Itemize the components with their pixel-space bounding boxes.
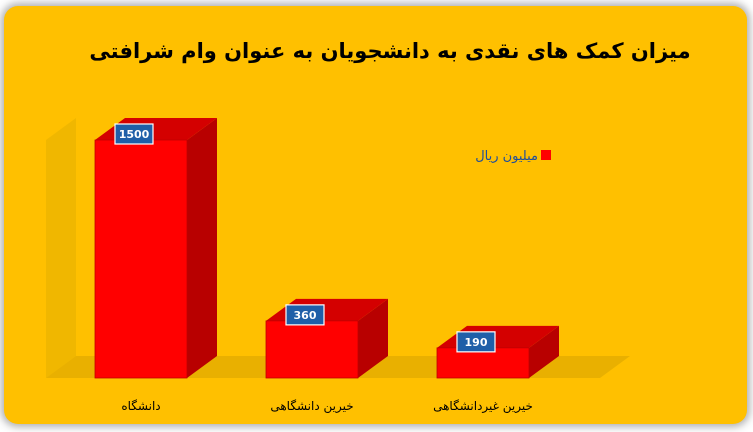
bar-front-face	[265, 320, 359, 379]
legend-label: میلیون ریال	[475, 149, 538, 164]
data-label-box	[285, 304, 325, 326]
data-label-box	[456, 331, 496, 353]
data-label-box	[114, 123, 154, 145]
data-label: 1500	[119, 128, 150, 141]
chart-title: میزان کمک های نقدی به دانشجویان به عنوان…	[89, 39, 690, 63]
bar-front-face	[436, 347, 530, 379]
category-label: خیرین دانشگاهی	[270, 399, 353, 414]
bar-side-face	[358, 298, 388, 378]
category-label: خیرین غیردانشگاهی	[433, 399, 533, 414]
bar-front-face	[94, 139, 188, 379]
data-label: 190	[465, 336, 488, 349]
bar-side-face	[187, 118, 217, 378]
legend: میلیون ریال	[475, 149, 551, 164]
data-label: 360	[294, 309, 317, 322]
category-label: دانشگاه	[121, 399, 160, 413]
bars-group	[94, 118, 559, 379]
bar-1	[94, 118, 217, 379]
category-labels-group: دانشگاه خیرین دانشگاهی خیرین غیردانشگاهی	[121, 399, 533, 414]
bar-2	[265, 298, 388, 379]
legend-swatch	[541, 150, 551, 160]
bar-side-face	[529, 325, 559, 378]
data-labels-group: 1500 360 190	[114, 123, 496, 353]
side-wall	[46, 118, 76, 378]
